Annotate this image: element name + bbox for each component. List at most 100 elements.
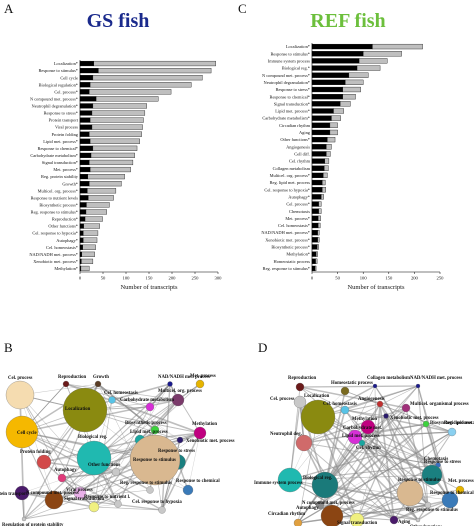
node-label: N compound met. process bbox=[26, 491, 79, 496]
edge bbox=[19, 394, 25, 520]
bar-segment-black bbox=[311, 122, 331, 128]
bar-segment-grey bbox=[322, 187, 326, 193]
node-circle bbox=[293, 518, 303, 526]
category-label: Neutrophil degranulation* bbox=[32, 104, 78, 109]
edge bbox=[324, 407, 407, 486]
bar-segment-grey bbox=[342, 94, 356, 100]
category-label: Cel. homeostasis* bbox=[278, 223, 310, 228]
bar-segment-black bbox=[311, 115, 332, 121]
node-label: Protein folding bbox=[20, 450, 51, 455]
edge bbox=[139, 399, 179, 441]
node-label: Cel. response to hypoxia bbox=[132, 500, 182, 505]
category-label: Multicel. org. process* bbox=[270, 173, 310, 178]
node-circle bbox=[5, 380, 35, 410]
bar-segment-grey bbox=[93, 60, 216, 67]
node-circle bbox=[88, 501, 100, 513]
bar-segment-black bbox=[79, 251, 83, 257]
edge bbox=[65, 383, 151, 408]
node-circle bbox=[347, 429, 363, 445]
bar-segment-grey bbox=[333, 108, 344, 114]
node-circle bbox=[373, 452, 379, 458]
bar-segment-black bbox=[311, 144, 327, 150]
bar-segment-black bbox=[79, 230, 84, 236]
bar-segment-grey bbox=[317, 215, 321, 221]
bar-segment-grey bbox=[372, 43, 423, 50]
category-label: Growth* bbox=[62, 181, 78, 186]
node-label: Regulation of protein stability bbox=[2, 523, 64, 526]
node-circle bbox=[195, 379, 205, 389]
edge bbox=[149, 383, 171, 408]
bar-segment-grey bbox=[317, 237, 320, 243]
bar-segment-black bbox=[311, 65, 358, 71]
node-label: Cel. rhythm bbox=[356, 446, 381, 451]
bar-segment-black bbox=[79, 174, 88, 180]
node-circle bbox=[108, 396, 116, 404]
bar-segment-grey bbox=[315, 258, 318, 264]
node-label: Xenobiotic met. process bbox=[390, 416, 439, 421]
category-label: Cel. rhythm bbox=[289, 159, 311, 164]
bar-segment-black bbox=[311, 101, 341, 107]
bar-segment-grey bbox=[86, 202, 110, 208]
bar-segment-black bbox=[79, 145, 94, 151]
category-label: Neutrophil degranulation* bbox=[264, 80, 310, 85]
node-circle bbox=[415, 383, 421, 389]
panel-d-letter: D bbox=[258, 340, 267, 355]
node-label: Homeostatic process bbox=[331, 381, 373, 386]
node-label: Viral process bbox=[66, 488, 93, 493]
bar-segment-black bbox=[79, 202, 87, 208]
x-tick-label: 50 bbox=[335, 276, 340, 281]
edge bbox=[319, 431, 453, 506]
edge bbox=[65, 383, 179, 401]
bar-segment-grey bbox=[318, 201, 322, 207]
bar-segment-black bbox=[311, 179, 323, 186]
edge bbox=[21, 492, 163, 511]
edge bbox=[374, 385, 433, 476]
edge bbox=[19, 394, 55, 501]
category-label: Response to stress* bbox=[276, 87, 310, 92]
node-label: Aging bbox=[398, 520, 411, 525]
node-label: Lipid met. process bbox=[130, 430, 168, 435]
edge bbox=[43, 461, 95, 508]
bar-segment-grey bbox=[85, 209, 107, 215]
node-circle bbox=[389, 515, 399, 525]
bar-segment-grey bbox=[314, 265, 317, 272]
bar-segment-black bbox=[311, 86, 343, 93]
node-label: Cel. homeostasis bbox=[104, 391, 138, 396]
category-label: Autophagy* bbox=[288, 194, 310, 199]
category-label: Angiogenesis bbox=[286, 144, 310, 149]
bar-segment-grey bbox=[88, 195, 114, 201]
edge bbox=[374, 385, 377, 456]
category-label: Signal transduction* bbox=[42, 160, 78, 165]
category-label: Chemotaxis bbox=[289, 209, 310, 214]
category-label: Collagen metabolism bbox=[273, 166, 311, 171]
node-label: Reproduction bbox=[58, 375, 86, 380]
category-label: Lipid met. process* bbox=[43, 139, 78, 144]
bar-segment-black bbox=[311, 108, 334, 114]
edge bbox=[19, 394, 63, 479]
category-label: Localization* bbox=[54, 61, 78, 66]
bar-segment-grey bbox=[348, 72, 369, 78]
node-circle bbox=[57, 473, 67, 483]
bar-segment-black bbox=[311, 237, 318, 243]
category-label: Cel. homeostasis* bbox=[46, 245, 78, 250]
edge bbox=[331, 415, 387, 517]
node-circle bbox=[340, 386, 350, 396]
category-label: Biological regulation* bbox=[39, 82, 78, 87]
node-label: Carbohydrate met. bbox=[343, 426, 382, 431]
category-label: Response to stimulus* bbox=[270, 51, 310, 56]
bar-segment-grey bbox=[358, 58, 388, 64]
category-label: Other functions* bbox=[48, 224, 78, 229]
edge bbox=[23, 506, 95, 520]
bar-segment-grey bbox=[318, 208, 322, 214]
node-circle bbox=[372, 383, 378, 389]
bar-segment-grey bbox=[89, 138, 140, 144]
node-label: Carbohydrate metabolism bbox=[120, 398, 174, 403]
node-circle bbox=[300, 399, 336, 435]
bar-segment-grey bbox=[331, 115, 341, 121]
node-label: Multicel. organismal process bbox=[410, 402, 469, 407]
node-label: Signal transduction bbox=[64, 497, 104, 502]
chart-a: 0 50 100 150 200 250 300 Number of transcripts M… bbox=[29, 60, 222, 291]
node-circle bbox=[315, 500, 325, 510]
node-label: Response to nutrient l. bbox=[84, 495, 130, 500]
node-circle bbox=[311, 471, 339, 499]
